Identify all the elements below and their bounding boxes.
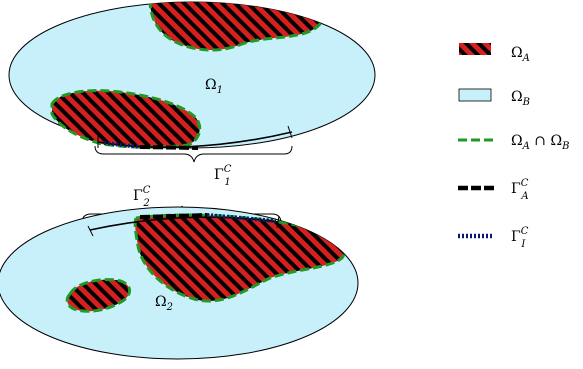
omega-1-interface-tick-right [287, 125, 293, 139]
omega-1-label: Ω1 [205, 77, 223, 96]
legend-swatch-omega-a [459, 43, 491, 55]
gamma-i-segment-bottom [206, 213, 277, 223]
legend-label-intersection: ΩA ∩ ΩB [511, 133, 569, 152]
legend-label-omega-a: ΩA [511, 45, 530, 64]
gamma-1c-brace [94, 145, 293, 163]
omega-2-interface-tick-left [87, 225, 94, 237]
omega-2-label: Ω2 [155, 294, 173, 313]
gamma-2c-label: ΓC 2 [133, 185, 151, 209]
gamma-a-segment-top [139, 145, 199, 150]
legend-swatch-omega-b [458, 88, 492, 102]
legend: ΩA ΩB ΩA ∩ ΩB ΓC A ΓC I [458, 43, 569, 250]
legend-label-gamma-i: ΓC I [511, 226, 529, 250]
omega-a-region-bottom-left [65, 278, 132, 313]
gamma-1c-label: ΓC 1 [214, 164, 232, 188]
omega-a-region-top-right [148, 2, 326, 52]
domain-omega-1: Ω1 [8, 1, 376, 150]
omega-a-region-top-left [50, 89, 202, 149]
domain-omega-2: Ω2 [0, 206, 359, 360]
omega-2-interface-tick-right [276, 215, 280, 229]
gamma-2c-brace [81, 205, 282, 224]
legend-label-omega-b: ΩB [511, 89, 530, 108]
gamma-a-segment-bottom [139, 213, 208, 219]
legend-label-gamma-a: ΓC A [511, 178, 529, 202]
